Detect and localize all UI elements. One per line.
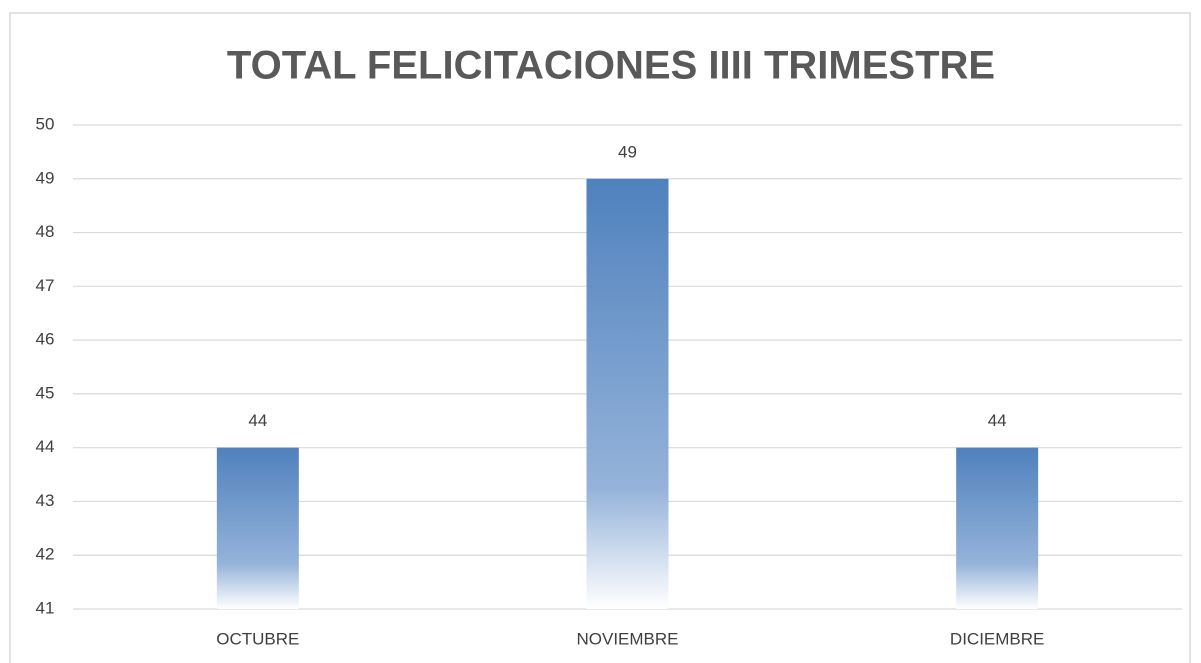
y-tick-label: 43 [36,491,55,510]
x-tick-label: NOVIEMBRE [576,629,678,648]
x-tick-label: OCTUBRE [216,629,299,648]
x-tick-label: DICIEMBRE [950,629,1044,648]
y-tick-label: 41 [36,598,55,617]
y-tick-label: 44 [36,437,55,456]
data-label: 44 [248,411,267,430]
y-tick-label: 42 [36,545,55,564]
chart-title: TOTAL FELICITACIONES IIII TRIMESTRE [227,44,995,88]
y-tick-label: 47 [36,276,55,295]
data-label: 44 [988,411,1007,430]
y-tick-label: 49 [36,168,55,187]
y-tick-label: 45 [36,383,55,402]
bar [216,447,299,609]
data-label: 49 [618,142,637,161]
y-tick-label: 46 [36,330,55,349]
y-tick-label: 48 [36,222,55,241]
bar [586,178,669,609]
y-tick-label: 50 [36,114,55,133]
bar [956,447,1039,609]
